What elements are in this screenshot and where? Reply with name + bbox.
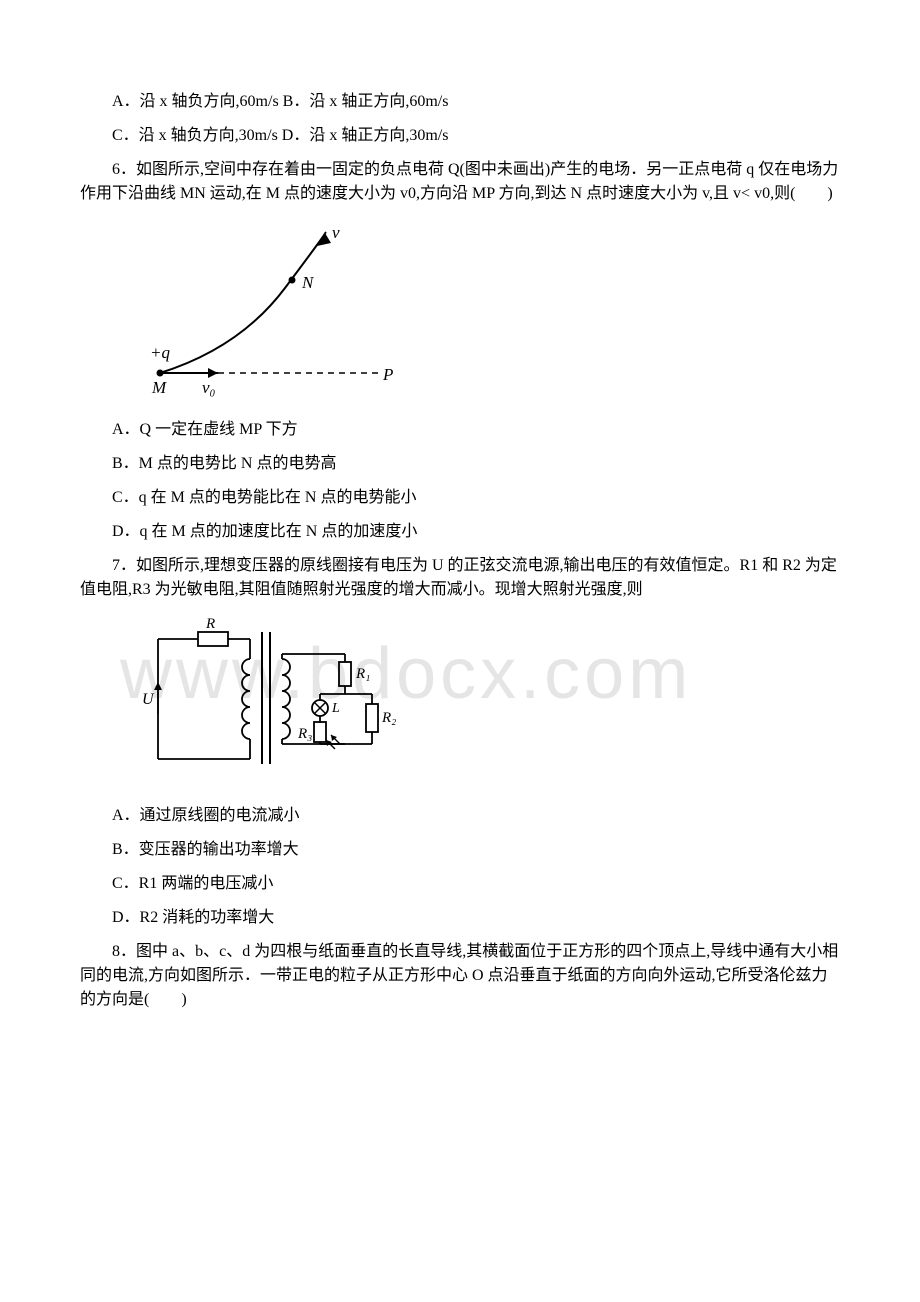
q6-option-b: B．M 点的电势比 N 点的电势高 [80, 452, 840, 476]
q7-label-R: R [205, 616, 215, 632]
q7-figure: R U [140, 614, 840, 792]
q7-label-L: L [331, 701, 340, 716]
q6-stem: 6．如图所示,空间中存在着由一固定的负点电荷 Q(图中未画出)产生的电场．另一正… [80, 158, 840, 206]
q6-option-d: D．q 在 M 点的加速度比在 N 点的加速度小 [80, 520, 840, 544]
q6-label-P: P [382, 365, 393, 384]
q7-label-U: U [142, 691, 155, 708]
q7-option-b: B．变压器的输出功率增大 [80, 838, 840, 862]
q6-figure: +q M v₀ P N v [140, 218, 840, 406]
q7-label-R3: R₃ [297, 726, 312, 742]
q6-option-c: C．q 在 M 点的电势能比在 N 点的电势能小 [80, 486, 840, 510]
q6-option-a: A．Q 一定在虚线 MP 下方 [80, 418, 840, 442]
q7-option-c: C．R1 两端的电压减小 [80, 872, 840, 896]
q6-label-N: N [301, 273, 315, 292]
q6-label-v0: v₀ [202, 378, 216, 397]
q5-option-ab: A．沿 x 轴负方向,60m/s B．沿 x 轴正方向,60m/s [80, 90, 840, 114]
q7-label-R2: R₂ [381, 710, 396, 726]
q7-label-R1: R₁ [355, 666, 370, 682]
q8-stem: 8．图中 a、b、c、d 为四根与纸面垂直的长直导线,其横截面位于正方形的四个顶… [80, 940, 840, 1012]
q7-option-a: A．通过原线圈的电流减小 [80, 804, 840, 828]
q6-label-plusq: +q [150, 343, 170, 362]
q7-option-d: D．R2 消耗的功率增大 [80, 906, 840, 930]
q7-stem: 7．如图所示,理想变压器的原线圈接有电压为 U 的正弦交流电源,输出电压的有效值… [80, 554, 840, 602]
q6-label-M: M [151, 378, 167, 397]
q6-label-v: v [332, 223, 340, 242]
q5-option-cd: C．沿 x 轴负方向,30m/s D．沿 x 轴正方向,30m/s [80, 124, 840, 148]
